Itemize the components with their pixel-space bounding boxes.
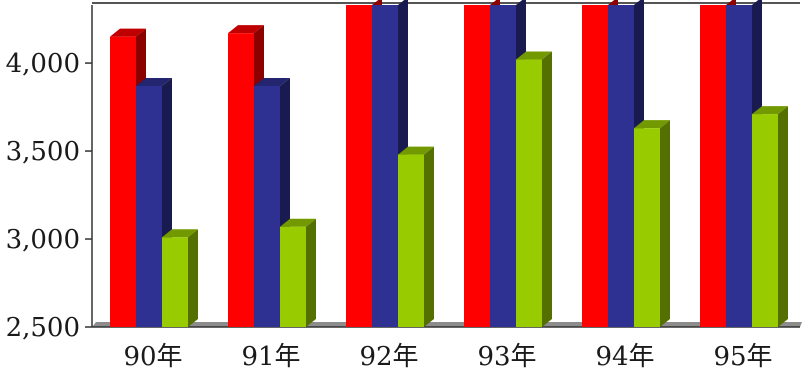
bar xyxy=(752,106,788,327)
x-tick-label: 95年 xyxy=(713,342,772,372)
bars xyxy=(110,0,788,328)
bar-side xyxy=(660,120,670,327)
bar-front xyxy=(110,36,136,328)
bar-front xyxy=(726,5,752,327)
bar-front xyxy=(752,114,778,327)
bar-front xyxy=(372,5,398,327)
bar xyxy=(634,120,670,327)
x-tick-label: 91年 xyxy=(241,342,300,372)
y-tick-label: 4,000 xyxy=(6,49,80,79)
bar-front xyxy=(516,59,542,327)
bar-top xyxy=(136,77,172,86)
bar xyxy=(162,229,198,327)
bar-front xyxy=(398,154,424,327)
bar-side xyxy=(424,146,434,327)
bar-top xyxy=(752,106,788,115)
bar-side xyxy=(188,229,198,327)
bar-front xyxy=(280,226,306,327)
bar-front xyxy=(162,237,188,327)
bar xyxy=(516,51,552,327)
bar-side xyxy=(778,106,788,327)
bar-front xyxy=(700,5,726,327)
bar-top xyxy=(162,229,198,238)
bar-top xyxy=(516,51,552,60)
x-tick-label: 90年 xyxy=(123,342,182,372)
y-tick-label: 3,500 xyxy=(6,137,80,167)
axis-labels: 2,500 3,000 3,500 4,000 90年 91年 92年 93年 94年 95年 xyxy=(6,49,773,372)
bar-front xyxy=(582,5,608,327)
bar-side xyxy=(306,218,316,327)
bar xyxy=(398,146,434,327)
y-axis xyxy=(85,2,800,328)
y-tick-label: 3,000 xyxy=(6,225,80,255)
bar-top xyxy=(228,25,264,34)
y-tick-label: 2,500 xyxy=(6,313,80,343)
chart-floor xyxy=(92,322,802,328)
x-tick-label: 94年 xyxy=(595,342,654,372)
bar xyxy=(280,218,316,327)
bar-front xyxy=(634,128,660,327)
bar-side xyxy=(542,51,552,327)
bar-front xyxy=(136,85,162,328)
bar-front xyxy=(464,5,490,327)
x-tick-label: 93年 xyxy=(477,342,536,372)
bar-front xyxy=(608,5,634,327)
bar-front xyxy=(228,33,254,327)
x-tick-label: 92年 xyxy=(359,342,418,372)
bar-top xyxy=(634,120,670,129)
bar-top xyxy=(280,218,316,227)
bar-front xyxy=(490,5,516,327)
bar-top xyxy=(254,77,290,86)
bar-front xyxy=(346,5,372,327)
bar-top xyxy=(110,28,146,37)
bar-front xyxy=(254,85,280,328)
bar-top xyxy=(398,146,434,155)
